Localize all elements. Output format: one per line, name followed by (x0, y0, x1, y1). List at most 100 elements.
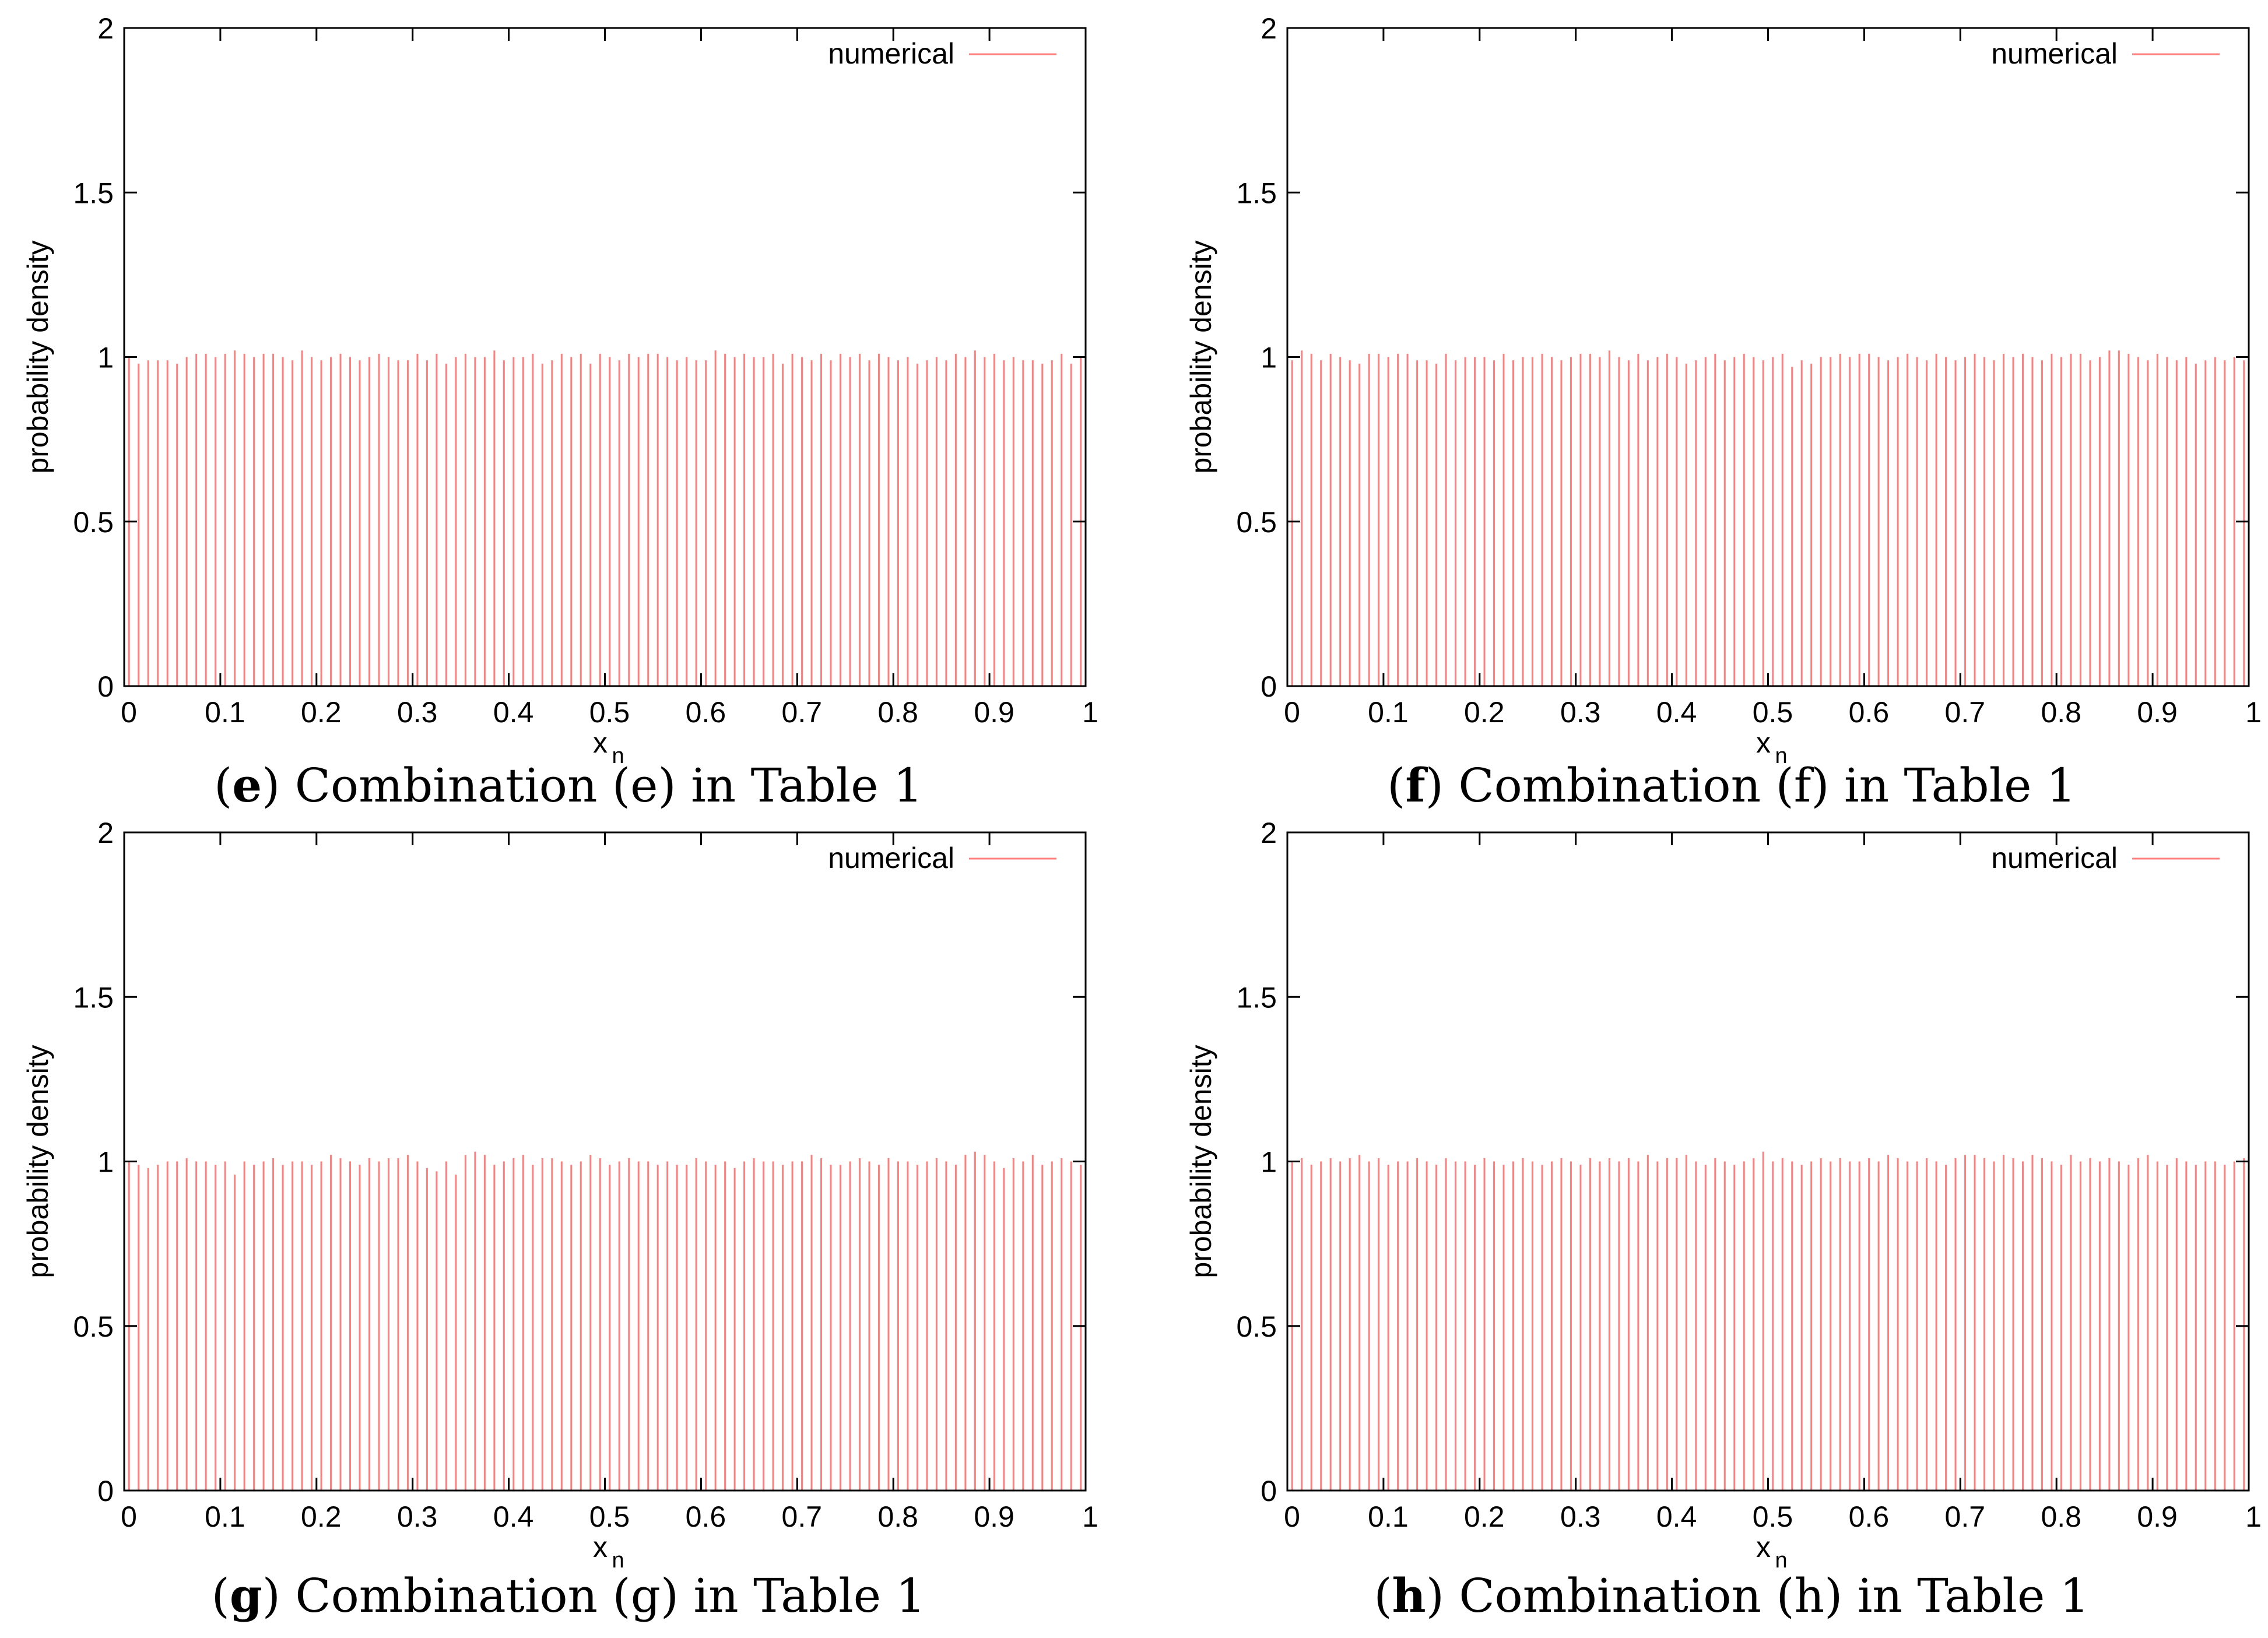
y-tick-label: 0.5 (1236, 1310, 1277, 1343)
y-tick-label: 2 (1261, 12, 1277, 45)
x-tick-label: 0.5 (1753, 696, 1793, 729)
x-tick-label: 0.6 (686, 1500, 726, 1533)
x-axis-label: x (1756, 726, 1771, 759)
x-tick-label: 0.1 (205, 696, 245, 729)
x-axis-label-subscript: n (612, 744, 624, 768)
x-tick-label: 0.9 (2137, 1500, 2178, 1533)
y-tick-label: 2 (97, 12, 114, 45)
x-tick-label: 0.1 (1368, 696, 1409, 729)
x-tick-label: 0.7 (782, 696, 823, 729)
y-tick-label: 0 (1261, 1475, 1277, 1507)
bar-series (1291, 1151, 2245, 1491)
chart-svg: 00.511.520 0.1 0.2 0.3 0.4 0.5 0.6 0.7 0.8 0.9 1x n… (22, 817, 1098, 1573)
plot-frame (123, 831, 1087, 1492)
chart-caption: (f) Combination (f) in Table 1 (1387, 758, 2076, 813)
x-tick-label: 0.7 (1945, 1500, 1986, 1533)
x-tick-label: 0.9 (2137, 696, 2178, 729)
x-tick-label: 0.5 (589, 696, 630, 729)
chart-panel-f: 0 0.5 1 1.5 2 0 0.1 0.2 0.3 0.4 0.5 0.6 0.7 0.8 0.9 1 x n… (1163, 0, 2265, 816)
y-tick-label: 1.5 (1236, 177, 1277, 209)
y-tick-label: 2 (97, 817, 114, 849)
x-tick-label: 0.6 (1849, 1500, 1890, 1533)
x-axis-label-subscript: n (1775, 1548, 1788, 1573)
x-tick-label: 0.3 (397, 1500, 438, 1533)
y-tick-label: 1 (97, 1146, 114, 1179)
chart-caption: (e) Combination (e) in Table 1 (214, 758, 923, 813)
x-tick-label: 1 (1082, 696, 1098, 729)
chart-svg: 00.511.520 0.1 0.2 0.3 0.4 0.5 0.6 0.7 0.8 0.9 1x n… (1185, 12, 2262, 768)
x-tick-label: 0.8 (2041, 696, 2081, 729)
x-axis-label-subscript: n (1775, 744, 1788, 768)
x-tick-label: 0.5 (1753, 1500, 1793, 1533)
x-tick-label: 0.4 (1656, 696, 1697, 729)
x-tick-label: 0.6 (1849, 696, 1890, 729)
chart-caption: (g) Combination (g) in Table 1 (211, 1568, 926, 1623)
y-tick-label: 0.5 (73, 1310, 114, 1343)
chart-svg: 00.511.520 0.1 0.2 0.3 0.4 0.5 0.6 0.7 0.8 0.9 1x n… (22, 12, 1098, 768)
legend-label: numerical (1991, 842, 2118, 874)
x-axis-label-subscript: n (612, 1548, 624, 1573)
bar-series (128, 1151, 1082, 1491)
plot-frame (1286, 831, 2250, 1492)
x-tick-label: 0.9 (974, 1500, 1014, 1533)
x-tick-label: 0.2 (301, 696, 342, 729)
chart-panel-e: 0 0.5 1 1.5 2 0 0.1 0.2 0.3 0.4 0.5 0.6 0.7 0.8 0.9 1 x n… (0, 0, 1131, 816)
y-tick-label: 1 (1261, 342, 1277, 374)
y-tick-label: 0 (1261, 670, 1277, 703)
x-tick-label: 0.8 (877, 1500, 918, 1533)
x-tick-label: 0.3 (397, 696, 438, 729)
y-axis-label: probability density (1185, 240, 1217, 473)
x-tick-label: 0.2 (1464, 1500, 1505, 1533)
x-tick-label: 0.2 (1464, 696, 1505, 729)
legend-label: numerical (1991, 37, 2118, 70)
x-tick-label: 1 (2245, 696, 2262, 729)
x-axis-label: x (1756, 1531, 1771, 1563)
chart-panel-g: 0 0.5 1 1.5 2 0 0.1 0.2 0.3 0.4 0.5 0.6 0.7 0.8 0.9 1 x n… (0, 804, 1131, 1632)
y-tick-label: 1.5 (1236, 981, 1277, 1014)
y-tick-label: 0.5 (1236, 506, 1277, 539)
y-tick-label: 1 (97, 342, 114, 374)
bar-series (128, 350, 1082, 686)
chart-caption: (h) Combination (h) in Table 1 (1374, 1568, 2090, 1623)
plot-frame (123, 27, 1087, 687)
x-tick-label: 0.3 (1560, 696, 1601, 729)
x-tick-label: 0.9 (974, 696, 1014, 729)
x-axis-label: x (593, 726, 608, 759)
x-tick-label: 0.8 (877, 696, 918, 729)
y-tick-label: 0 (97, 1475, 114, 1507)
bar-series (1291, 350, 2245, 686)
x-tick-label: 0.4 (493, 1500, 534, 1533)
y-tick-label: 1 (1261, 1146, 1277, 1179)
x-tick-label: 0.5 (589, 1500, 630, 1533)
x-tick-label: 0.8 (2041, 1500, 2081, 1533)
x-tick-label: 0 (121, 1500, 137, 1533)
y-tick-label: 0 (97, 670, 114, 703)
x-tick-label: 0.7 (1945, 696, 1986, 729)
x-tick-label: 0 (1284, 1500, 1300, 1533)
y-axis-label: probability density (22, 240, 54, 473)
x-tick-label: 0 (121, 696, 137, 729)
y-axis-label: probability density (22, 1045, 54, 1278)
y-tick-label: 2 (1261, 817, 1277, 849)
chart-svg: 00.511.520 0.1 0.2 0.3 0.4 0.5 0.6 0.7 0.8 0.9 1x n… (1185, 817, 2262, 1573)
x-tick-label: 0.1 (1368, 1500, 1409, 1533)
y-tick-label: 0.5 (73, 506, 114, 539)
x-tick-label: 0.3 (1560, 1500, 1601, 1533)
x-tick-label: 0.2 (301, 1500, 342, 1533)
y-tick-label: 1.5 (73, 981, 114, 1014)
x-axis-label: x (593, 1531, 608, 1563)
x-tick-label: 0.4 (493, 696, 534, 729)
x-tick-label: 0.6 (686, 696, 726, 729)
x-tick-label: 0 (1284, 696, 1300, 729)
y-tick-label: 1.5 (73, 177, 114, 209)
legend-label: numerical (828, 37, 954, 70)
x-tick-label: 0.4 (1656, 1500, 1697, 1533)
plot-frame (1286, 27, 2250, 687)
legend-label: numerical (828, 842, 954, 874)
y-axis-label: probability density (1185, 1045, 1217, 1278)
x-tick-label: 1 (2245, 1500, 2262, 1533)
chart-panel-h: 0 0.5 1 1.5 2 0 0.1 0.2 0.3 0.4 0.5 0.6 0.7 0.8 0.9 1 x n… (1163, 804, 2265, 1632)
x-tick-label: 0.7 (782, 1500, 823, 1533)
x-tick-label: 0.1 (205, 1500, 245, 1533)
x-tick-label: 1 (1082, 1500, 1098, 1533)
